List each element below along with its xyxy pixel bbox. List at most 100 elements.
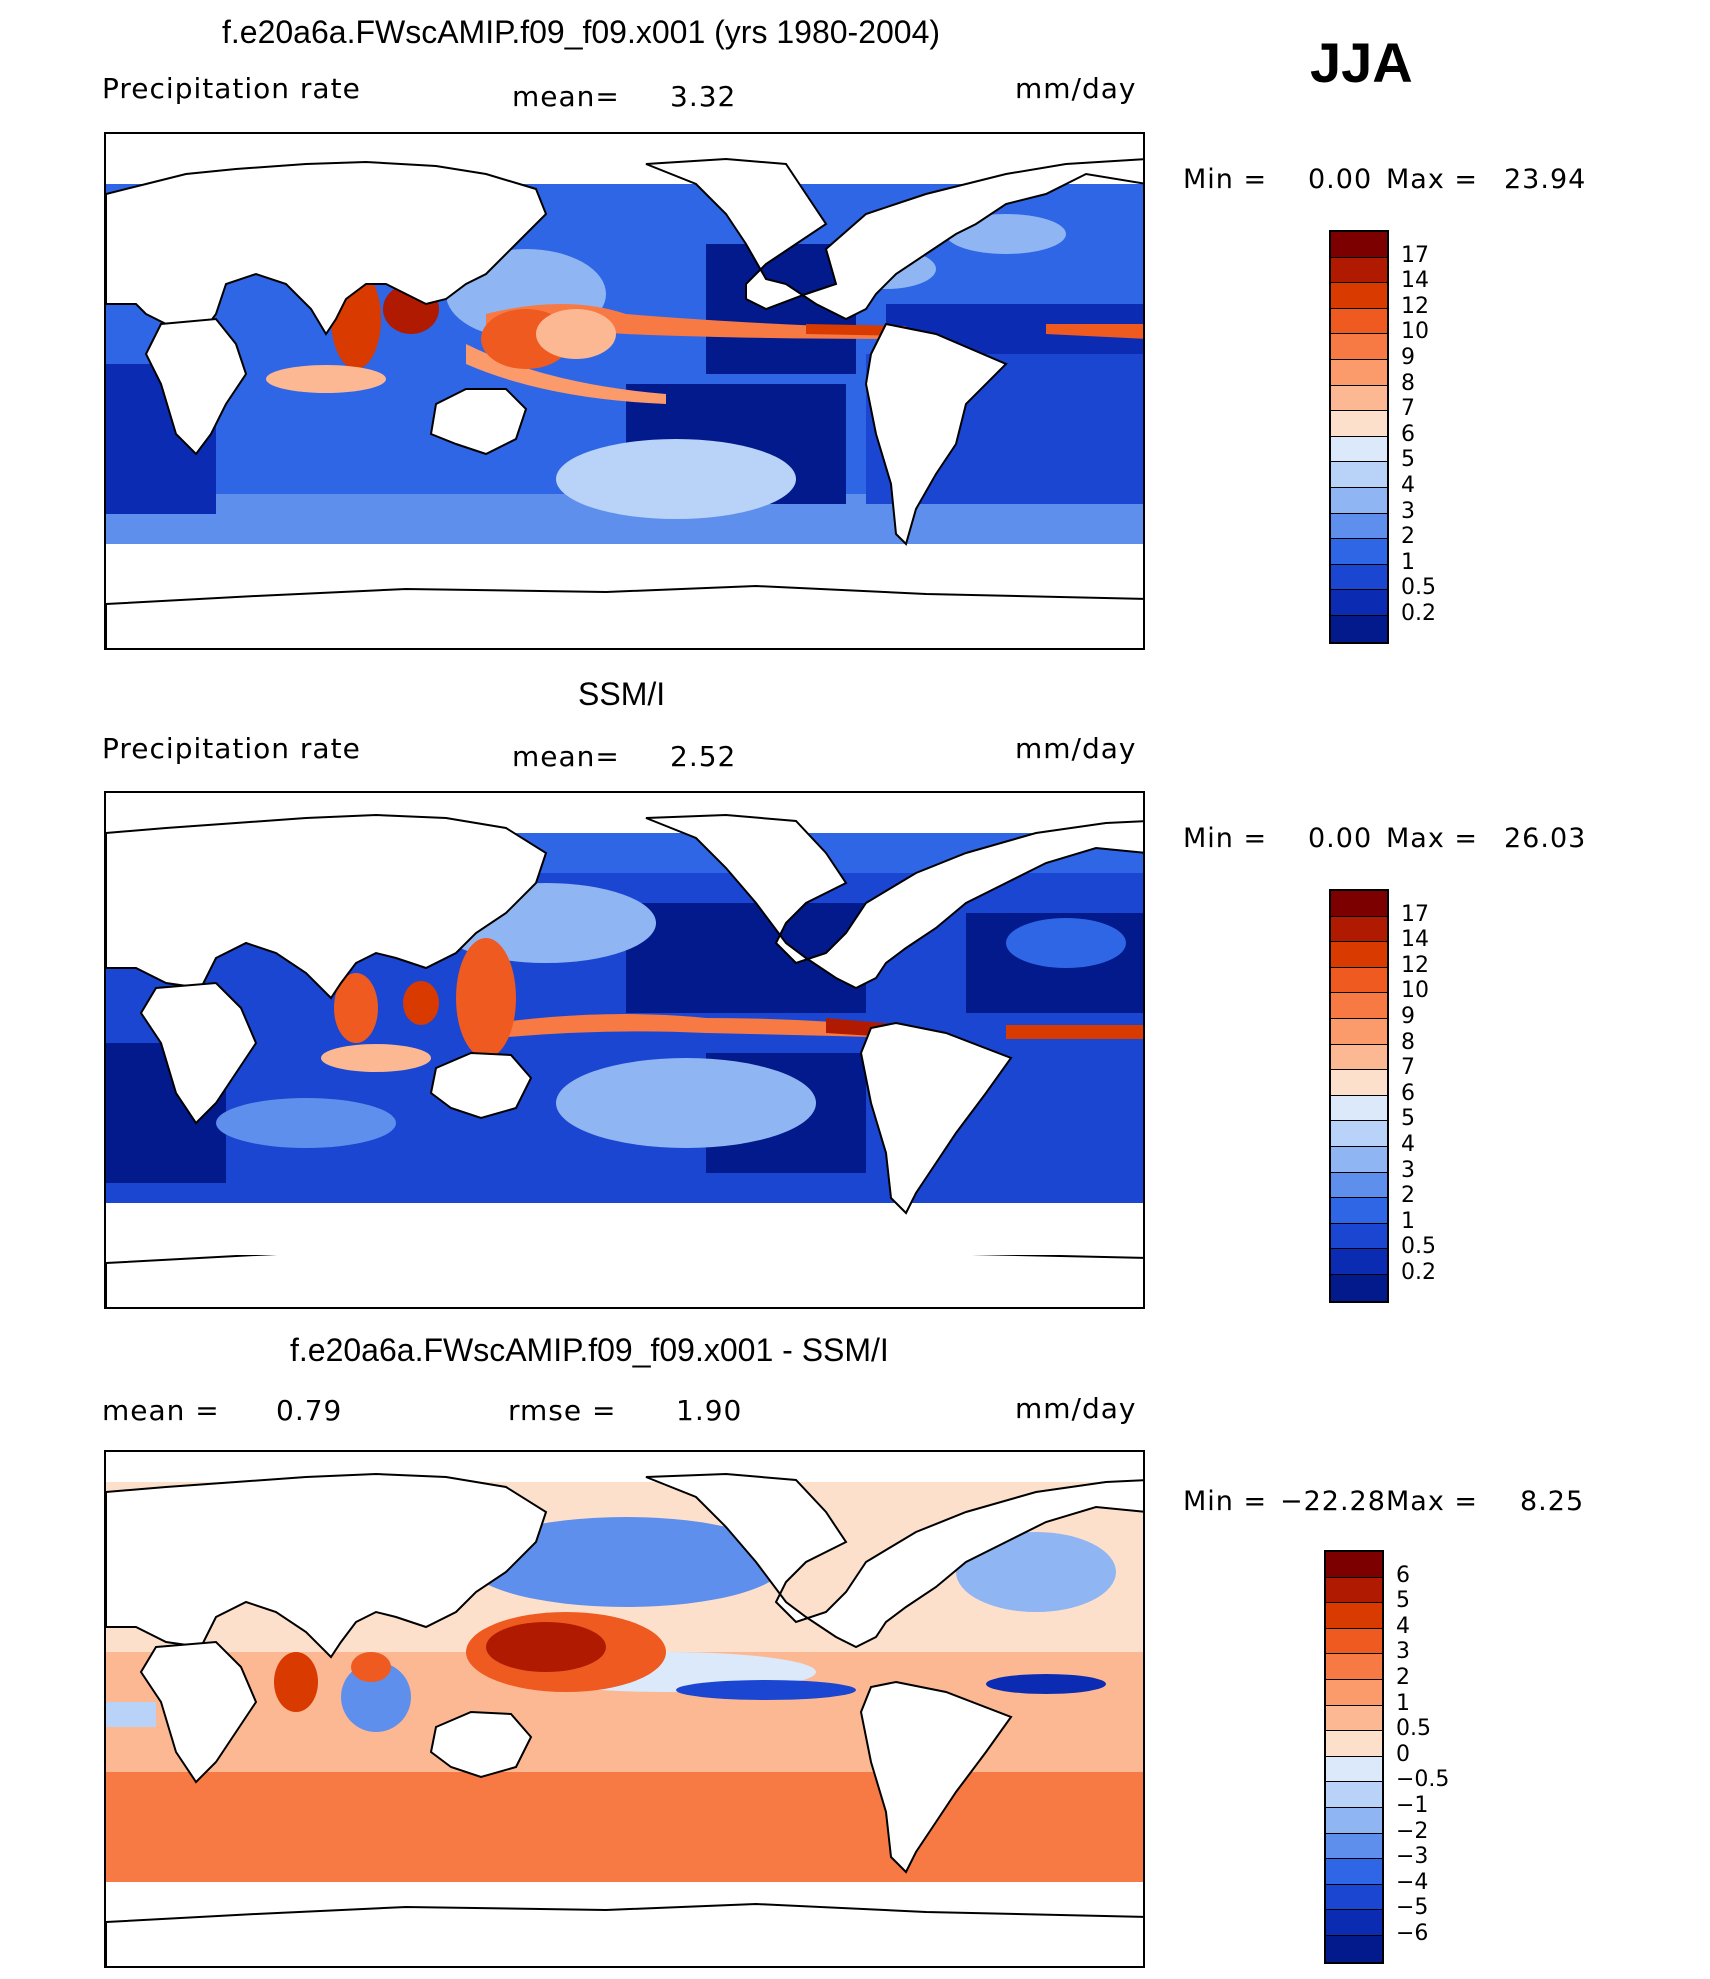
panel3-mean-label: mean = <box>102 1394 220 1427</box>
colorbar-swatch <box>1331 411 1387 437</box>
colorbar-tick-label: 12 <box>1401 952 1429 978</box>
colorbar-swatch <box>1326 1603 1382 1629</box>
panel2-max-value: 26.03 <box>1504 823 1587 854</box>
colorbar-swatch <box>1331 1249 1387 1275</box>
panel1-units: mm/day <box>1015 72 1137 105</box>
colorbar-tick-label: 8 <box>1401 370 1415 396</box>
panel3-units: mm/day <box>1015 1392 1137 1425</box>
panel2-mean-label: mean= <box>512 740 620 773</box>
colorbar-swatch <box>1331 513 1387 540</box>
panel3-title: f.e20a6a.FWscAMIP.f09_f09.x001 - SSM/I <box>290 1332 889 1368</box>
panel1-mean-label: mean= <box>512 80 620 113</box>
colorbar-swatch <box>1331 1121 1387 1147</box>
colorbar-tick-label: −1 <box>1396 1793 1429 1818</box>
panel3-rmse-label: rmse = <box>508 1394 617 1427</box>
panel1-max-value: 23.94 <box>1504 164 1587 195</box>
colorbar-tick-label: 1 <box>1396 1690 1410 1716</box>
panel1-min-value: 0.00 <box>1308 164 1373 195</box>
colorbar-tick-label: 0.5 <box>1401 575 1436 601</box>
colorbar-tick-label: 7 <box>1401 1055 1415 1081</box>
colorbar-swatch <box>1331 942 1387 968</box>
colorbar-tick-label: 6 <box>1401 1080 1415 1106</box>
colorbar-swatch <box>1331 487 1387 514</box>
colorbar-swatch <box>1331 1172 1387 1199</box>
colorbar-tick-label: 12 <box>1401 293 1429 319</box>
panel2-min-value: 0.00 <box>1308 823 1373 854</box>
colorbar-tick-label: 8 <box>1401 1029 1415 1055</box>
panel2-title: SSM/I <box>578 676 666 712</box>
colorbar-swatch <box>1331 385 1387 412</box>
panel3-colorbar-swatches <box>1324 1550 1384 1964</box>
colorbar-swatch <box>1331 967 1387 994</box>
panel1-variable: Precipitation rate <box>102 72 361 105</box>
colorbar-swatch <box>1331 891 1387 917</box>
colorbar-swatch <box>1326 1807 1382 1834</box>
colorbar-swatch <box>1326 1756 1382 1783</box>
panel2-colorbar: 17 14 12 10 9 8 7 6 5 4 3 2 1 0.5 0.2 <box>1329 889 1436 1303</box>
panel2-units: mm/day <box>1015 732 1137 765</box>
colorbar-swatch <box>1331 1095 1387 1122</box>
panel3-max-label: Max = <box>1386 1486 1479 1517</box>
panel3-mean-value: 0.79 <box>276 1394 343 1427</box>
colorbar-swatch <box>1326 1705 1382 1732</box>
colorbar-tick-label: 0.5 <box>1401 1234 1436 1260</box>
panel2-min-label: Min = <box>1183 823 1268 854</box>
colorbar-swatch <box>1331 308 1387 335</box>
panel3-map <box>104 1450 1145 1968</box>
colorbar-tick-label: −6 <box>1396 1921 1429 1946</box>
colorbar-swatch <box>1326 1859 1382 1885</box>
colorbar-swatch <box>1331 1274 1387 1301</box>
panel3-rmse-value: 1.90 <box>676 1394 743 1427</box>
colorbar-tick-label: 10 <box>1401 978 1429 1004</box>
colorbar-swatch <box>1331 993 1387 1019</box>
panel3-max-value: 8.25 <box>1520 1486 1585 1517</box>
panel1-min-label: Min = <box>1183 164 1268 195</box>
colorbar-swatch <box>1331 232 1387 258</box>
colorbar-swatch <box>1331 334 1387 360</box>
colorbar-tick-label: −5 <box>1396 1895 1429 1921</box>
colorbar-swatch <box>1331 1223 1387 1250</box>
colorbar-swatch <box>1326 1935 1382 1962</box>
colorbar-swatch <box>1331 283 1387 309</box>
colorbar-tick-label: 1 <box>1401 1208 1415 1234</box>
colorbar-tick-label: 0.2 <box>1401 601 1436 626</box>
colorbar-tick-label: 9 <box>1401 1004 1415 1029</box>
colorbar-tick-label: 3 <box>1396 1639 1410 1665</box>
colorbar-tick-label: 7 <box>1401 396 1415 422</box>
panel3-colorbar: 6 5 4 3 2 1 0.5 0 −0.5 −1 −2 −3 −4 −5 −6 <box>1324 1550 1449 1964</box>
colorbar-tick-label: 6 <box>1396 1562 1410 1588</box>
colorbar-swatch <box>1331 564 1387 591</box>
colorbar-swatch <box>1331 615 1387 642</box>
colorbar-tick-label: 5 <box>1401 1106 1415 1132</box>
colorbar-swatch <box>1326 1910 1382 1936</box>
colorbar-tick-label: 10 <box>1401 319 1429 345</box>
colorbar-tick-label: 17 <box>1401 242 1429 268</box>
colorbar-tick-label: 4 <box>1396 1613 1410 1639</box>
panel1-mean-value: 3.32 <box>670 80 737 113</box>
colorbar-swatch <box>1326 1833 1382 1860</box>
colorbar-tick-label: 14 <box>1401 927 1429 953</box>
season-label: JJA <box>1310 31 1413 94</box>
panel2-map <box>104 791 1145 1309</box>
colorbar-tick-label: 2 <box>1401 524 1415 550</box>
colorbar-tick-label: −2 <box>1396 1818 1429 1844</box>
colorbar-swatch <box>1331 1198 1387 1224</box>
colorbar-swatch <box>1331 916 1387 943</box>
colorbar-tick-label: −0.5 <box>1396 1767 1450 1793</box>
colorbar-swatch <box>1331 1146 1387 1173</box>
colorbar-tick-label: 2 <box>1396 1665 1410 1690</box>
colorbar-tick-label: 0 <box>1396 1741 1410 1767</box>
colorbar-swatch <box>1331 1018 1387 1045</box>
colorbar-swatch <box>1326 1679 1382 1706</box>
colorbar-tick-label: 3 <box>1401 1157 1415 1183</box>
panel3-min-label: Min = <box>1183 1486 1268 1517</box>
colorbar-tick-label: 0.5 <box>1396 1716 1431 1742</box>
colorbar-tick-label: −3 <box>1396 1844 1429 1870</box>
colorbar-swatch <box>1326 1654 1382 1680</box>
colorbar-swatch <box>1326 1577 1382 1604</box>
colorbar-swatch <box>1326 1552 1382 1578</box>
colorbar-swatch <box>1331 1044 1387 1071</box>
panel3-min-value: −22.28 <box>1280 1486 1386 1517</box>
colorbar-swatch <box>1331 590 1387 616</box>
colorbar-swatch <box>1326 1731 1382 1757</box>
